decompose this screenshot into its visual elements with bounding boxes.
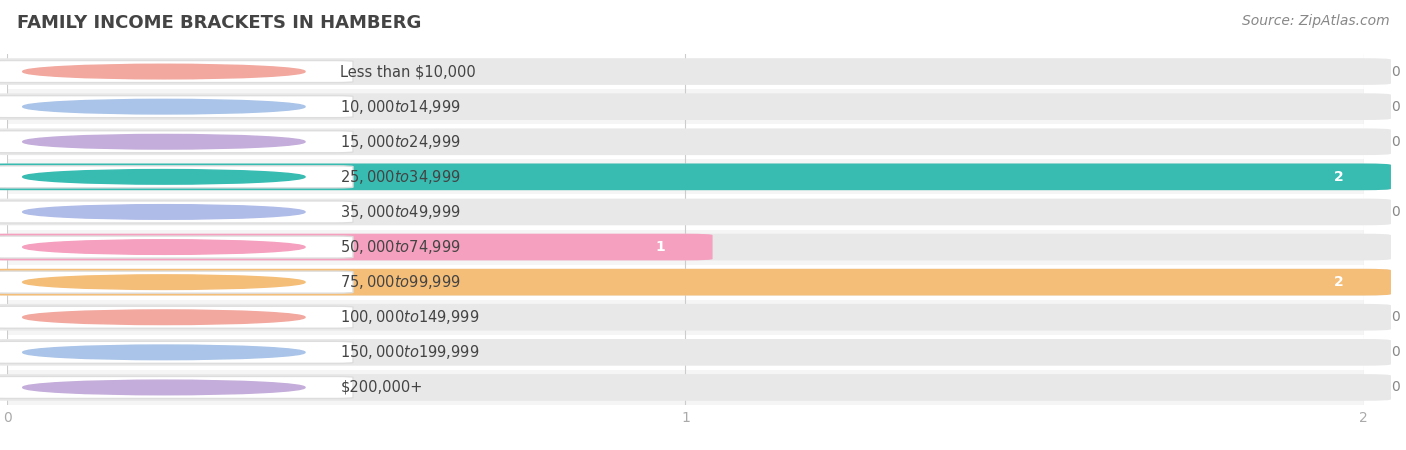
FancyBboxPatch shape — [0, 234, 713, 261]
Bar — [7, 89, 1364, 124]
FancyBboxPatch shape — [0, 342, 353, 363]
FancyBboxPatch shape — [0, 166, 353, 188]
Bar — [7, 300, 1364, 335]
Text: 0: 0 — [1391, 99, 1400, 114]
Bar — [7, 54, 1364, 89]
FancyBboxPatch shape — [0, 128, 1391, 155]
FancyBboxPatch shape — [0, 61, 353, 82]
Text: $200,000+: $200,000+ — [340, 380, 423, 395]
Bar — [7, 335, 1364, 370]
Text: 0: 0 — [1391, 64, 1400, 79]
FancyBboxPatch shape — [0, 269, 1391, 296]
FancyBboxPatch shape — [0, 96, 353, 117]
FancyBboxPatch shape — [0, 304, 1391, 331]
Circle shape — [22, 380, 305, 395]
Circle shape — [22, 310, 305, 324]
Text: 0: 0 — [1391, 345, 1400, 360]
Circle shape — [22, 64, 305, 79]
Text: $150,000 to $199,999: $150,000 to $199,999 — [340, 343, 479, 361]
Bar — [7, 230, 1364, 265]
FancyBboxPatch shape — [0, 198, 1391, 225]
Text: $25,000 to $34,999: $25,000 to $34,999 — [340, 168, 461, 186]
Circle shape — [22, 205, 305, 219]
Bar — [7, 159, 1364, 194]
Text: Source: ZipAtlas.com: Source: ZipAtlas.com — [1241, 14, 1389, 27]
Text: 0: 0 — [1391, 205, 1400, 219]
FancyBboxPatch shape — [0, 377, 353, 398]
Text: 1: 1 — [655, 240, 665, 254]
FancyBboxPatch shape — [0, 131, 353, 153]
Text: $10,000 to $14,999: $10,000 to $14,999 — [340, 98, 461, 116]
Text: $50,000 to $74,999: $50,000 to $74,999 — [340, 238, 461, 256]
Text: 0: 0 — [1391, 135, 1400, 149]
Text: $100,000 to $149,999: $100,000 to $149,999 — [340, 308, 479, 326]
FancyBboxPatch shape — [0, 163, 1391, 190]
FancyBboxPatch shape — [0, 339, 1391, 366]
FancyBboxPatch shape — [0, 271, 353, 293]
Text: Less than $10,000: Less than $10,000 — [340, 64, 477, 79]
Text: $15,000 to $24,999: $15,000 to $24,999 — [340, 133, 461, 151]
Circle shape — [22, 135, 305, 149]
Bar — [7, 370, 1364, 405]
Circle shape — [22, 345, 305, 360]
Text: 2: 2 — [1334, 170, 1344, 184]
FancyBboxPatch shape — [0, 236, 353, 258]
Circle shape — [22, 275, 305, 289]
FancyBboxPatch shape — [0, 201, 353, 223]
Text: FAMILY INCOME BRACKETS IN HAMBERG: FAMILY INCOME BRACKETS IN HAMBERG — [17, 14, 422, 32]
Bar — [7, 124, 1364, 159]
FancyBboxPatch shape — [0, 93, 1391, 120]
FancyBboxPatch shape — [0, 163, 1391, 190]
Bar — [7, 265, 1364, 300]
FancyBboxPatch shape — [0, 306, 353, 328]
Bar — [7, 194, 1364, 230]
Circle shape — [22, 170, 305, 184]
Text: $75,000 to $99,999: $75,000 to $99,999 — [340, 273, 461, 291]
Text: 2: 2 — [1334, 275, 1344, 289]
FancyBboxPatch shape — [0, 269, 1391, 296]
FancyBboxPatch shape — [0, 58, 1391, 85]
Circle shape — [22, 240, 305, 254]
Circle shape — [22, 99, 305, 114]
Text: $35,000 to $49,999: $35,000 to $49,999 — [340, 203, 461, 221]
FancyBboxPatch shape — [0, 374, 1391, 401]
FancyBboxPatch shape — [0, 234, 1391, 261]
Text: 0: 0 — [1391, 380, 1400, 395]
Text: 0: 0 — [1391, 310, 1400, 324]
